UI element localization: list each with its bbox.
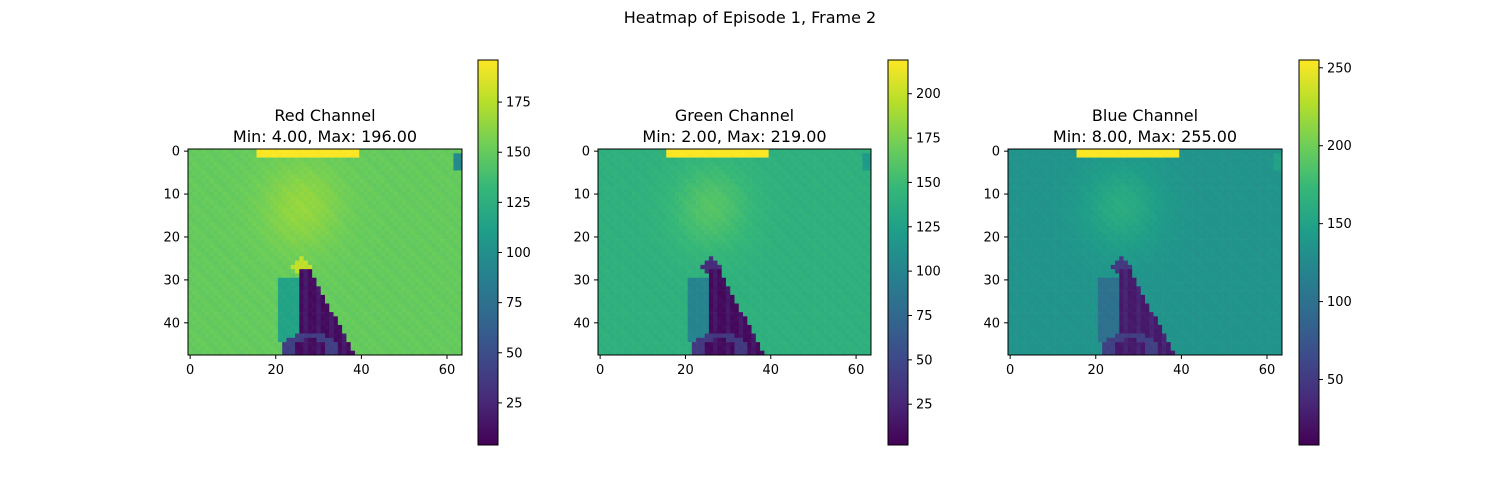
y-tick-label: 40 [163,316,180,331]
axes-frame [187,148,463,356]
heatmap-panel-3: Blue Channel Min: 8.00, Max: 255.00 0 20 40 6… [983,59,1352,446]
colorbar-tick-label: 150 [506,146,531,161]
colorbar-tick-label: 150 [916,176,941,191]
y-tick-label: 20 [163,230,180,245]
x-tick-label: 40 [353,363,370,378]
panel-subtitle: Min: 4.00, Max: 196.00 [233,127,417,146]
x-tick-label: 40 [762,363,779,378]
y-tick-label: 40 [983,316,1000,331]
colorbar-tick-label: 125 [916,220,941,235]
colorbar-tick-label: 175 [916,132,941,147]
colorbar-tick-label: 150 [1327,217,1352,232]
colorbar-tick-label: 50 [1327,373,1344,388]
y-tick-label: 20 [983,230,1000,245]
y-tick-label: 40 [573,316,590,331]
heatmap-image [1008,149,1283,356]
colorbar-tick-label: 250 [1327,61,1352,76]
heatmap-panel-1: Red Channel Min: 4.00, Max: 196.00 0 20 40 60… [163,59,531,446]
x-tick-label: 40 [1173,363,1190,378]
x-tick-label: 60 [848,363,865,378]
y-tick-label: 30 [163,273,180,288]
colorbar [887,59,909,446]
x-tick-label: 0 [186,363,194,378]
y-tick-label: 10 [983,188,1000,203]
x-tick-label: 20 [677,363,694,378]
panel-title: Red Channel [274,106,375,125]
axes-frame [597,148,872,356]
colorbar-tick-label: 175 [506,96,531,111]
heatmap-image [598,149,872,356]
colorbar-tick-label: 50 [916,353,933,368]
heatmap-image [188,149,463,356]
x-tick-label: 20 [267,363,284,378]
y-tick-label: 0 [992,145,1000,160]
y-tick-label: 20 [573,230,590,245]
colorbar-tick-label: 100 [506,246,531,261]
colorbar [1298,59,1320,446]
colorbar-tick-label: 50 [506,346,523,361]
colorbar-tick-label: 125 [506,196,531,211]
axes-frame [1007,148,1283,356]
y-tick-label: 30 [573,273,590,288]
colorbar-tick-label: 75 [506,296,523,311]
colorbar-tick-label: 25 [916,398,933,413]
heatmap-panels: Red Channel Min: 4.00, Max: 196.00 0 20 40 60… [163,59,1352,446]
colorbar-tick-label: 100 [1327,295,1352,310]
colorbar [477,59,499,446]
y-tick-label: 0 [172,145,180,160]
colorbar-tick-label: 100 [916,265,941,280]
colorbar-tick-label: 25 [506,396,523,411]
y-tick-label: 10 [573,188,590,203]
x-tick-label: 0 [1006,363,1014,378]
colorbar-tick-label: 200 [916,87,941,102]
panel-title: Green Channel [675,106,794,125]
y-tick-label: 30 [983,273,1000,288]
heatmap-panel-2: Green Channel Min: 2.00, Max: 219.00 0 20 40… [573,59,941,446]
colorbar-tick-label: 200 [1327,139,1352,154]
x-tick-label: 20 [1087,363,1104,378]
panel-subtitle: Min: 8.00, Max: 255.00 [1053,127,1237,146]
panel-title: Blue Channel [1092,106,1198,125]
y-tick-label: 10 [163,188,180,203]
y-tick-label: 0 [582,145,590,160]
x-tick-label: 0 [596,363,604,378]
x-tick-label: 60 [1259,363,1276,378]
colorbar-tick-label: 75 [916,309,933,324]
figure-suptitle: Heatmap of Episode 1, Frame 2 [624,8,876,27]
x-tick-label: 60 [439,363,456,378]
panel-subtitle: Min: 2.00, Max: 219.00 [642,127,826,146]
